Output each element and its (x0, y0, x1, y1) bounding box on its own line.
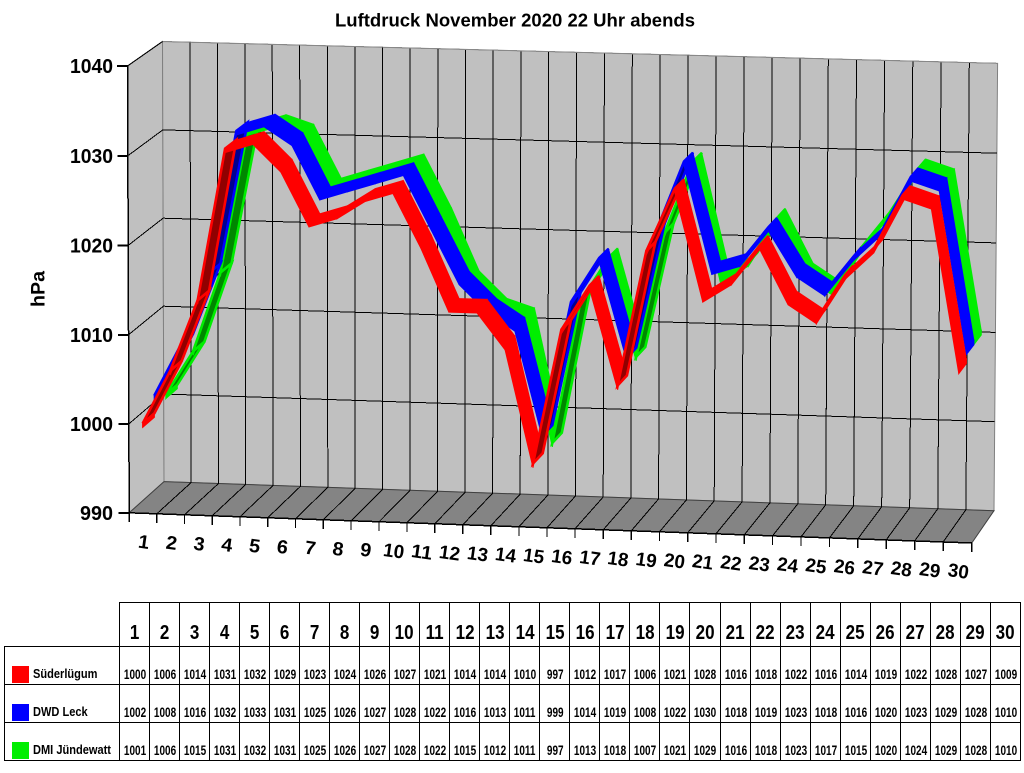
svg-text:21: 21 (691, 551, 715, 575)
svg-text:30: 30 (946, 560, 970, 584)
svg-text:29: 29 (918, 559, 942, 583)
svg-text:1: 1 (137, 532, 151, 554)
svg-text:7: 7 (303, 538, 317, 560)
svg-text:10: 10 (382, 540, 406, 564)
svg-text:6: 6 (275, 537, 289, 559)
svg-text:14: 14 (494, 544, 518, 568)
svg-text:15: 15 (522, 545, 546, 569)
svg-text:Luftdruck November 2020 22 Uhr: Luftdruck November 2020 22 Uhr abends (335, 11, 695, 31)
svg-text:18: 18 (606, 548, 630, 572)
svg-text:24: 24 (776, 554, 800, 578)
svg-text:3: 3 (192, 534, 206, 556)
svg-text:13: 13 (466, 543, 490, 567)
svg-text:28: 28 (889, 558, 913, 582)
svg-text:20: 20 (663, 550, 687, 574)
svg-text:9: 9 (359, 540, 373, 562)
svg-text:19: 19 (634, 549, 658, 573)
svg-text:5: 5 (248, 536, 262, 558)
svg-text:17: 17 (578, 547, 602, 571)
svg-text:23: 23 (747, 553, 771, 577)
svg-text:4: 4 (220, 535, 234, 557)
svg-text:990: 990 (80, 503, 113, 525)
svg-text:25: 25 (804, 555, 828, 579)
svg-text:27: 27 (861, 557, 885, 581)
svg-text:8: 8 (331, 539, 345, 561)
svg-text:2: 2 (165, 533, 179, 555)
svg-text:1010: 1010 (70, 325, 113, 347)
svg-text:12: 12 (438, 542, 462, 566)
svg-text:22: 22 (719, 552, 743, 576)
svg-text:1040: 1040 (70, 56, 113, 78)
svg-text:hPa: hPa (29, 271, 50, 307)
svg-text:11: 11 (410, 541, 434, 565)
svg-text:26: 26 (833, 556, 857, 580)
svg-text:1000: 1000 (70, 414, 113, 436)
svg-text:16: 16 (550, 546, 574, 570)
svg-text:1030: 1030 (70, 146, 113, 168)
svg-text:1020: 1020 (70, 235, 113, 257)
